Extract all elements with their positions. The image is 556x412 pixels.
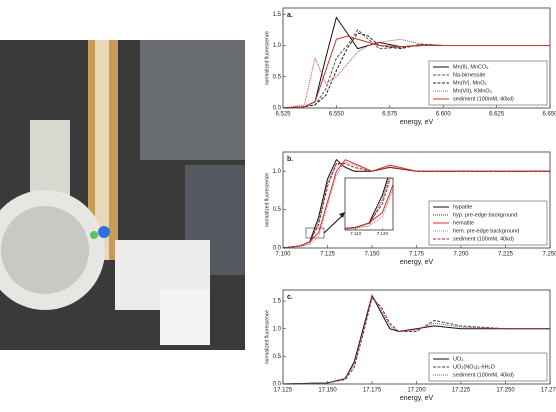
legend-label: hematite [453, 220, 474, 226]
zoom-arrowhead [339, 212, 345, 218]
zoom-arrow [323, 214, 344, 234]
panel-label: b. [287, 156, 293, 163]
inset-x-tick-label: 7.120 [377, 231, 389, 236]
x-axis-label: energy, eV [400, 119, 434, 126]
y-tick-label: 0.5 [273, 74, 282, 80]
photo-bracket [160, 290, 210, 345]
photo-tube [95, 40, 109, 260]
legend-label: hem. pre-edge background [453, 228, 519, 234]
x-tick-label: 6.550 [329, 112, 345, 118]
legend-label: UO₂ [453, 356, 463, 362]
legend-label: Mn(II), MnCO₃ [453, 64, 489, 70]
x-tick-label: 17.175 [363, 388, 382, 394]
y-tick-label: 1.0 [273, 43, 282, 49]
legend-box [428, 60, 548, 106]
x-tick-label: 7.175 [409, 252, 425, 258]
y-tick-label: 0.5 [273, 354, 282, 360]
y-tick-label: 1.0 [273, 169, 282, 175]
legend-label: hyp. pre-edge background [453, 212, 517, 218]
x-tick-label: 17.200 [407, 388, 426, 394]
x-tick-label: 7.125 [320, 252, 336, 258]
x-tick-label: 6.575 [382, 112, 398, 118]
y-tick-label: 0.0 [273, 246, 282, 252]
x-tick-label: 7.200 [453, 252, 469, 258]
photo-sample-spot [98, 226, 110, 238]
y-axis-label: normalized fluorescence [264, 310, 270, 364]
inset-x-tick-label: 7.110 [350, 231, 361, 236]
y-axis-label: normalized fluorescence [264, 31, 270, 85]
legend-label: sediment (100mM, 40kd) [453, 372, 514, 378]
plot-frame [282, 7, 551, 109]
series-line [282, 35, 550, 109]
x-tick-label: 6.525 [275, 112, 291, 118]
x-tick-label: 17.125 [274, 388, 293, 394]
y-tick-label: 0.0 [273, 106, 282, 112]
y-tick-label: 1.0 [273, 326, 282, 332]
x-axis-label: energy, eV [400, 395, 434, 402]
photo-laser-spot [90, 231, 98, 239]
inset-frame [344, 177, 394, 231]
x-tick-label: 6.650 [542, 112, 556, 118]
x-tick-label: 17.275 [541, 388, 556, 394]
y-tick-label: 0.5 [273, 207, 282, 213]
panel-label: a. [287, 12, 293, 19]
series-line [282, 294, 550, 385]
photo-wall [140, 40, 245, 160]
x-tick-label: 7.150 [364, 252, 380, 258]
legend-label: Mn(VII), KMnO₄ [453, 88, 493, 94]
x-tick-label: 7.100 [275, 252, 291, 258]
panel-label: c. [287, 294, 293, 301]
inset-line [345, 187, 393, 230]
x-tick-label: 17.225 [452, 388, 471, 394]
y-tick-label: 0.0 [273, 382, 282, 388]
series-line [282, 162, 550, 249]
x-tick-label: 7.225 [498, 252, 514, 258]
y-tick-label: 1.5 [273, 299, 282, 305]
x-axis-label: energy, eV [400, 259, 434, 266]
inset-line [345, 183, 393, 229]
legend-label: hypatite [453, 204, 472, 210]
series-line [282, 294, 550, 385]
inset-decoration [305, 212, 345, 239]
legend-label: Mn(IV), MnO₂ [453, 80, 487, 86]
legend-label: sediment (100mM, 40kd) [453, 96, 514, 102]
legend-label: Na-birnessite [453, 72, 485, 78]
apparatus-photo [0, 40, 245, 350]
y-axis-label: normalized fluorescence [264, 173, 270, 227]
x-tick-label: 6.600 [436, 112, 452, 118]
y-tick-label: 1.5 [273, 12, 282, 18]
legend-label: sediment (100mM, 40kd) [453, 236, 514, 242]
x-tick-label: 7.250 [542, 252, 556, 258]
x-tick-label: 6.625 [489, 112, 505, 118]
inset-line [345, 178, 389, 229]
x-tick-label: 17.250 [496, 388, 515, 394]
series-line [282, 297, 550, 385]
photo-cylinder-end [1, 206, 89, 294]
series-line [282, 163, 550, 249]
legend-label: UO₂(NO₃)₂·6H₂O [453, 364, 496, 370]
x-tick-label: 17.150 [318, 388, 337, 394]
